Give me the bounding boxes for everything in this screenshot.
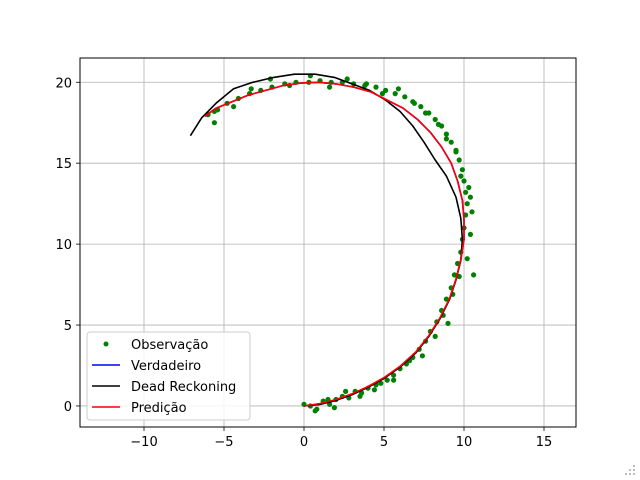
observation-point bbox=[418, 104, 424, 110]
observation-point bbox=[371, 387, 377, 393]
observation-point bbox=[391, 372, 397, 378]
observation-point bbox=[458, 173, 464, 179]
observation-point bbox=[327, 84, 333, 90]
legend-label-observacao: Observação bbox=[131, 338, 208, 353]
observation-point bbox=[395, 86, 401, 92]
observation-point bbox=[378, 380, 384, 386]
x-tick-label: 15 bbox=[536, 435, 553, 450]
x-tick-label: 5 bbox=[380, 435, 388, 450]
x-tick-label: 10 bbox=[456, 435, 473, 450]
y-tick-label: 10 bbox=[55, 238, 72, 253]
observation-point bbox=[391, 377, 397, 383]
legend-label-verdadeiro: Verdadeiro bbox=[131, 359, 201, 374]
observation-point bbox=[448, 139, 454, 145]
y-tick-label: 20 bbox=[55, 76, 72, 91]
resize-grip-icon[interactable] bbox=[623, 463, 637, 477]
observation-point bbox=[392, 91, 398, 97]
observation-point bbox=[445, 320, 451, 326]
observation-point bbox=[451, 272, 457, 278]
line-predicao bbox=[204, 81, 465, 407]
observation-point bbox=[357, 393, 363, 399]
observation-point bbox=[443, 136, 449, 142]
legend-box bbox=[86, 331, 251, 421]
y-tick-label: 0 bbox=[64, 400, 72, 415]
observation-point bbox=[344, 76, 350, 82]
observation-point bbox=[464, 256, 470, 262]
observation-point bbox=[471, 272, 477, 278]
observation-point bbox=[384, 377, 390, 383]
observation-point bbox=[402, 94, 408, 100]
observation-point bbox=[463, 189, 469, 195]
observation-point bbox=[373, 84, 379, 90]
observation-point bbox=[467, 231, 473, 237]
observation-point bbox=[383, 87, 389, 93]
observation-point bbox=[423, 110, 429, 116]
series-predicao bbox=[204, 81, 465, 407]
observation-point bbox=[459, 167, 465, 173]
legend-marker-observacao bbox=[103, 341, 109, 347]
observation-point bbox=[464, 201, 470, 207]
observation-point bbox=[443, 131, 449, 137]
y-tick-label: 15 bbox=[55, 157, 72, 172]
observation-point bbox=[469, 209, 475, 215]
ticks: −10 −5 0 5 10 15 0 5 10 15 20 bbox=[55, 76, 552, 450]
observation-point bbox=[453, 149, 459, 155]
legend-label-dead-reckoning: Dead Reckoning bbox=[131, 380, 236, 395]
plot-area bbox=[189, 73, 477, 414]
observation-point bbox=[331, 405, 337, 411]
observation-point bbox=[419, 353, 425, 359]
observation-point bbox=[432, 333, 438, 339]
observation-point bbox=[456, 157, 462, 163]
x-tick-label: −5 bbox=[214, 435, 233, 450]
observation-point bbox=[466, 184, 472, 191]
observation-point bbox=[248, 86, 254, 92]
x-tick-label: 0 bbox=[300, 435, 308, 450]
legend: Observação Verdadeiro Dead Reckoning Pre… bbox=[86, 331, 251, 421]
observation-point bbox=[435, 121, 441, 127]
observation-point bbox=[211, 120, 217, 126]
axes-frame bbox=[79, 57, 577, 428]
observation-point bbox=[312, 408, 318, 414]
y-tick-label: 5 bbox=[64, 319, 72, 334]
observation-point bbox=[467, 194, 473, 200]
observation-point bbox=[379, 91, 385, 97]
x-tick-label: −10 bbox=[130, 435, 157, 450]
observation-point bbox=[411, 100, 417, 106]
observation-point bbox=[231, 104, 237, 110]
observation-point bbox=[343, 388, 349, 394]
legend-label-predicao: Predição bbox=[131, 401, 187, 416]
observation-point bbox=[461, 178, 467, 184]
observation-point bbox=[363, 81, 369, 87]
observation-point bbox=[432, 116, 438, 123]
grid bbox=[80, 58, 576, 427]
